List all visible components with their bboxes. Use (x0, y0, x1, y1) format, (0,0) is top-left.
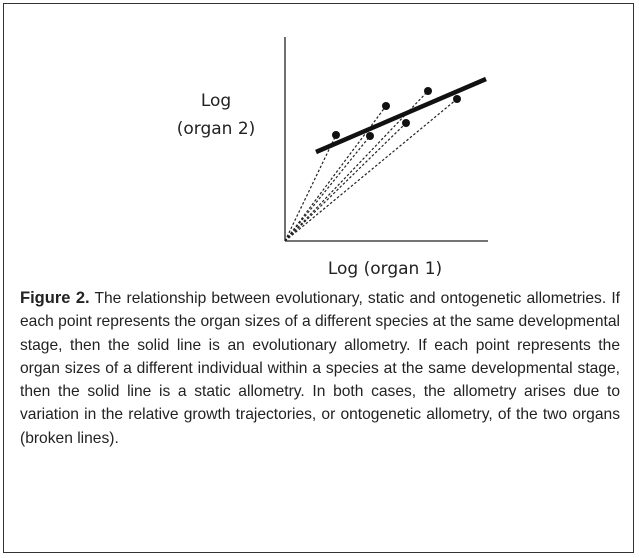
point (366, 132, 374, 140)
evolutionary-allometry-line (315, 76, 487, 155)
growth-trajectories (284, 90, 458, 242)
point (332, 131, 340, 139)
point (402, 119, 410, 127)
point (382, 102, 390, 110)
figure-frame (3, 3, 634, 553)
caption-text: The relationship between evolutionary, s… (20, 290, 620, 447)
point (453, 95, 461, 103)
trajectory (284, 134, 337, 242)
point (424, 87, 432, 95)
points (332, 87, 461, 140)
caption: Figure 2. The relationship between evolu… (20, 287, 620, 450)
x-axis-label: Log (organ 1) (328, 259, 442, 279)
y-axis-label: (organ 2) (177, 119, 256, 139)
trajectory (284, 135, 371, 242)
y-axis-label: Log (201, 91, 231, 111)
trajectory (284, 122, 407, 242)
trajectory (284, 98, 458, 242)
diagram: Log (organ 2) Log (organ 1) (177, 37, 488, 279)
caption-label: Figure 2. (20, 289, 90, 307)
